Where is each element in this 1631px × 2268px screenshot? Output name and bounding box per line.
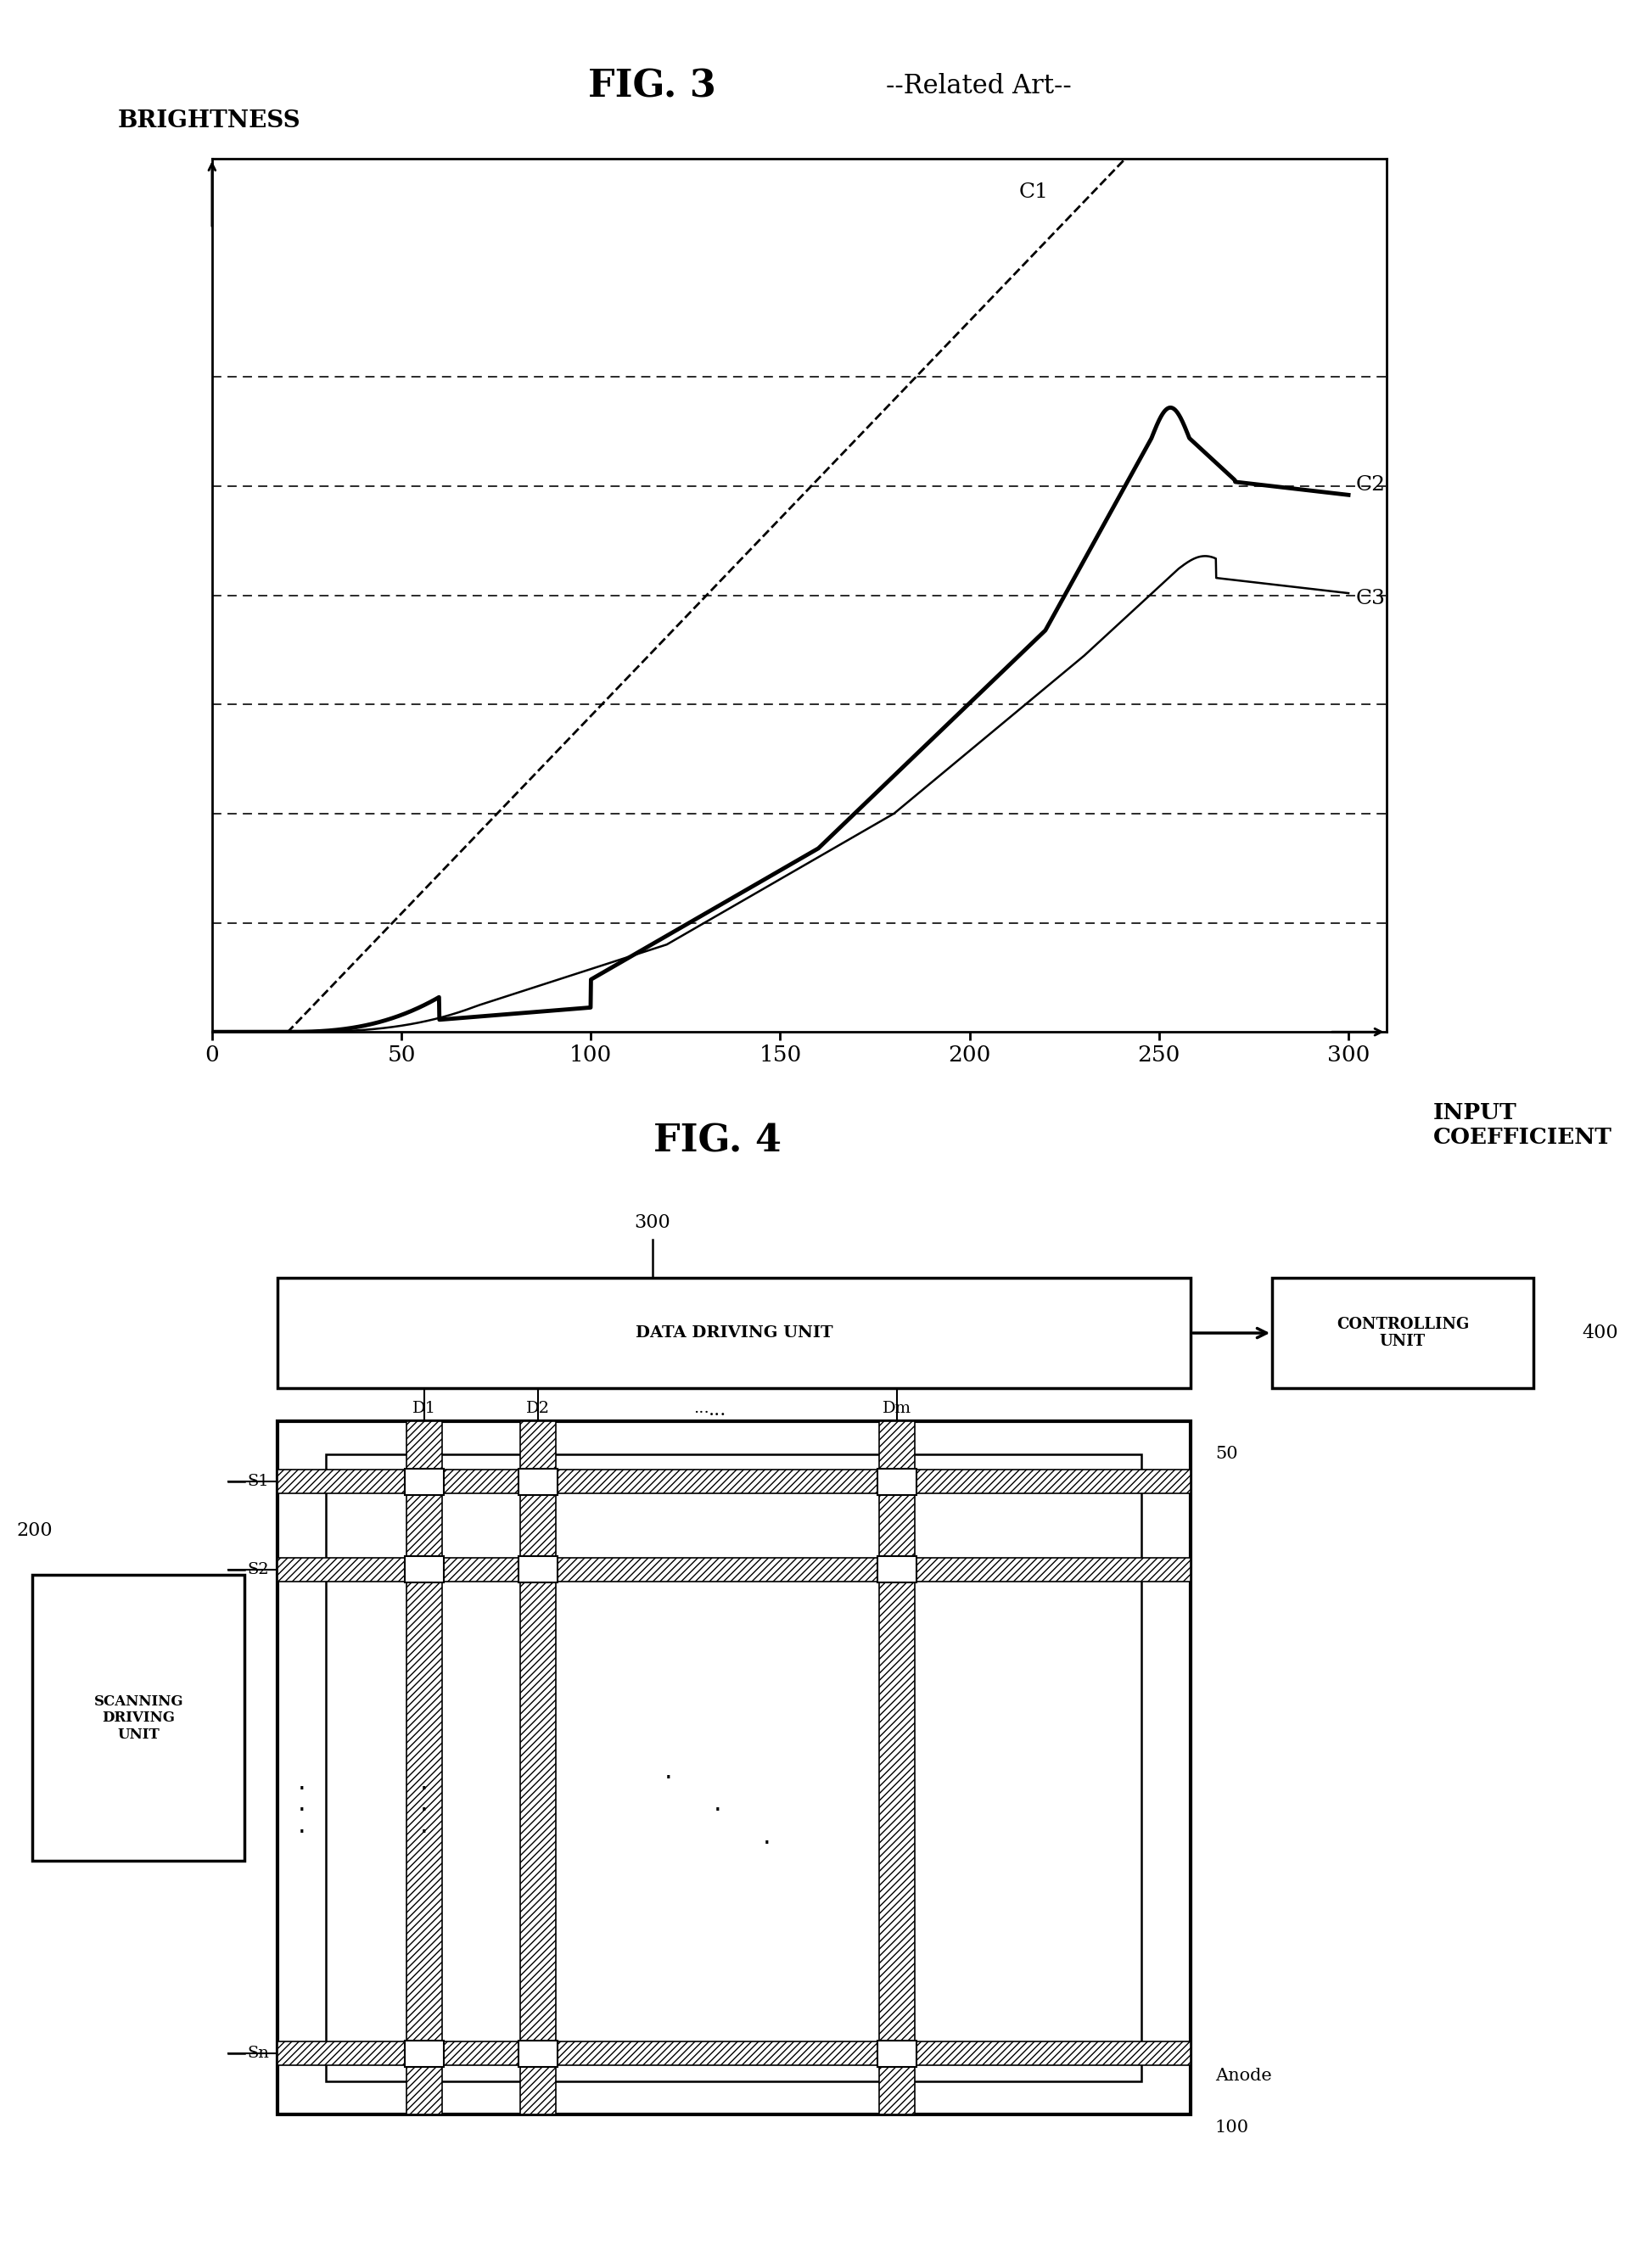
Text: 50: 50 — [1215, 1447, 1238, 1463]
Text: S2: S2 — [248, 1563, 269, 1576]
Bar — [877, 2041, 917, 2066]
Text: ·: · — [297, 1778, 307, 1801]
Bar — [519, 1467, 558, 1495]
Text: S1: S1 — [248, 1474, 269, 1490]
Bar — [404, 1556, 444, 1583]
Text: 100: 100 — [1215, 2121, 1249, 2136]
Text: C3: C3 — [1355, 590, 1386, 608]
Bar — [277, 1558, 1191, 1581]
Bar — [277, 1279, 1191, 1388]
Text: ·: · — [419, 1821, 429, 1846]
Bar — [1272, 1279, 1533, 1388]
Text: ·: · — [419, 1778, 429, 1801]
Text: C2: C2 — [1355, 476, 1386, 494]
Text: BRIGHTNESS: BRIGHTNESS — [117, 109, 302, 132]
Bar — [519, 1556, 558, 1583]
Bar — [404, 2041, 444, 2066]
Text: 400: 400 — [1582, 1325, 1618, 1343]
Text: ·: · — [297, 1821, 307, 1846]
Text: FIG. 4: FIG. 4 — [654, 1123, 781, 1159]
Bar — [879, 1422, 915, 2114]
Bar — [877, 1556, 917, 1583]
Bar — [406, 1422, 442, 2114]
Bar — [404, 1467, 444, 1495]
Text: ...: ... — [693, 1402, 709, 1418]
Text: ·: · — [664, 1767, 674, 1792]
Text: ...: ... — [708, 1402, 727, 1420]
Text: --Related Art--: --Related Art-- — [886, 73, 1072, 100]
Text: Anode: Anode — [1215, 2068, 1272, 2084]
Text: FIG. 3: FIG. 3 — [589, 68, 716, 104]
Text: ·: · — [297, 1799, 307, 1823]
Bar — [277, 1470, 1191, 1495]
Bar — [33, 1574, 245, 1862]
Text: ·: · — [762, 1833, 771, 1857]
Text: INPUT
COEFFICIENT: INPUT COEFFICIENT — [1434, 1102, 1613, 1148]
Bar — [519, 2041, 558, 2066]
Text: 200: 200 — [16, 1522, 52, 1540]
Text: D2: D2 — [527, 1402, 550, 1418]
Text: CONTROLLING
UNIT: CONTROLLING UNIT — [1336, 1315, 1470, 1349]
Text: SCANNING
DRIVING
UNIT: SCANNING DRIVING UNIT — [95, 1694, 183, 1742]
Text: ·: · — [713, 1799, 723, 1823]
Text: D1: D1 — [413, 1402, 435, 1418]
Text: Dm: Dm — [882, 1402, 912, 1418]
Bar — [277, 1422, 1191, 2114]
Bar — [877, 1467, 917, 1495]
Text: C1: C1 — [1019, 184, 1049, 202]
Text: DATA DRIVING UNIT: DATA DRIVING UNIT — [634, 1325, 833, 1340]
Text: ·: · — [419, 1799, 429, 1823]
Bar — [520, 1422, 556, 2114]
Text: 300: 300 — [634, 1213, 670, 1232]
Text: Sn: Sn — [248, 2046, 269, 2062]
Bar — [277, 2041, 1191, 2066]
Bar — [326, 1454, 1142, 2082]
